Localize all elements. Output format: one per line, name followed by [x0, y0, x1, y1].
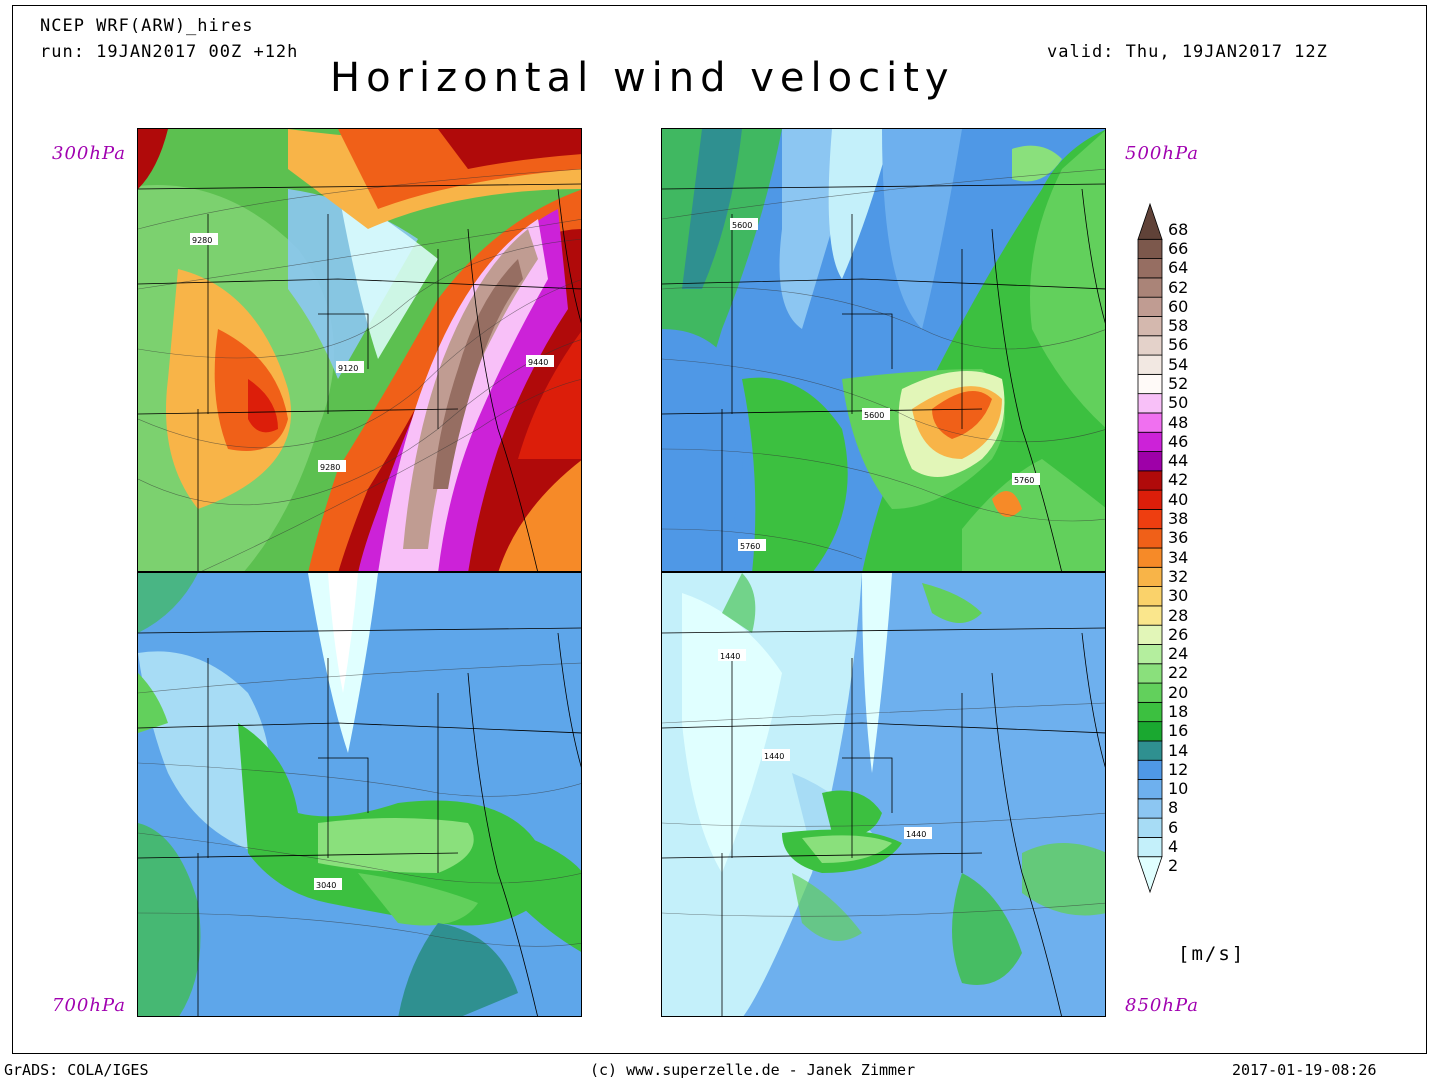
- colorbar-tick-label: 50: [1168, 393, 1189, 413]
- map-title: Horizontal wind velocity: [330, 55, 955, 101]
- colorbar-swatch-32: [1137, 566, 1163, 587]
- panel-700hpa-map: 3040: [137, 572, 582, 1017]
- colorbar-tick-label: 10: [1168, 779, 1189, 799]
- level-label-700: 700hPa: [52, 995, 126, 1016]
- colorbar-tick-label: 8: [1168, 798, 1179, 818]
- model-name: NCEP WRF(ARW)_hires: [40, 16, 254, 36]
- colorbar-swatch-48: [1137, 412, 1163, 433]
- contour-label: 1440: [906, 830, 926, 839]
- level-label-300: 300hPa: [52, 143, 126, 164]
- colorbar-swatch-54: [1137, 354, 1163, 375]
- colorbar-tick-label: 12: [1168, 759, 1189, 779]
- colorbar-swatch-18: [1137, 701, 1163, 723]
- colorbar-tick-label: 62: [1168, 277, 1189, 297]
- colorbar-swatch-26: [1137, 624, 1163, 645]
- colorbar-swatch-40: [1137, 489, 1163, 510]
- colorbar-tick-label: 26: [1168, 624, 1189, 644]
- colorbar-tick-label: 60: [1168, 296, 1189, 316]
- footer-timestamp: 2017-01-19-08:26: [1232, 1061, 1377, 1079]
- colorbar-swatch-4: [1137, 837, 1163, 858]
- colorbar-swatch-14: [1137, 740, 1163, 761]
- valid-time: valid: Thu, 19JAN2017 12Z: [1047, 42, 1328, 62]
- panel-850hpa-map: 1440 1440 1440: [661, 572, 1106, 1017]
- colorbar-tick-label: 44: [1168, 451, 1189, 471]
- contour-label: 5600: [864, 411, 884, 420]
- colorbar-tick-label: 52: [1168, 374, 1189, 393]
- contour-label: 3040: [316, 881, 336, 890]
- colorbar-tick-label: 58: [1168, 316, 1189, 336]
- colorbar-swatch-68: [1137, 202, 1163, 240]
- colorbar-swatch-62: [1137, 277, 1163, 298]
- colorbar-swatch-42: [1137, 470, 1163, 491]
- run-time: run: 19JAN2017 00Z +12h: [40, 42, 299, 62]
- colorbar-tick-label: 24: [1168, 644, 1189, 664]
- colorbar-swatch-22: [1137, 663, 1163, 684]
- colorbar-tick-label: 2: [1168, 856, 1179, 876]
- contour-label: 9120: [338, 364, 358, 373]
- colorbar-tick-label: 40: [1168, 489, 1189, 509]
- colorbar-swatch-20: [1137, 682, 1163, 703]
- colorbar-swatch-56: [1137, 335, 1163, 356]
- colorbar-swatch-12: [1137, 759, 1163, 780]
- colorbar-tick-label: 30: [1168, 586, 1189, 606]
- colorbar-swatch-2: [1137, 856, 1163, 894]
- colorbar-swatch-8: [1137, 798, 1163, 819]
- colorbar-swatch-44: [1137, 451, 1163, 472]
- contour-label: 9440: [528, 358, 548, 367]
- colorbar-swatch-16: [1137, 721, 1163, 742]
- contour-label: 1440: [764, 752, 784, 761]
- colorbar-swatch-58: [1137, 316, 1163, 337]
- contour-label: 1440: [720, 652, 740, 661]
- colorbar-tick-label: 16: [1168, 721, 1189, 741]
- colorbar-swatch-28: [1137, 605, 1163, 626]
- contour-label: 5600: [732, 221, 752, 230]
- colorbar-tick-label: 22: [1168, 663, 1189, 683]
- footer-left: GrADS: COLA/IGES: [4, 1061, 149, 1079]
- colorbar-swatch-24: [1137, 644, 1163, 665]
- colorbar-swatch-66: [1137, 238, 1163, 259]
- figure-frame: [12, 5, 1427, 1054]
- colorbar-tick-label: 54: [1168, 354, 1189, 374]
- colorbar-tick-label: 28: [1168, 605, 1189, 625]
- colorbar: [1137, 202, 1163, 894]
- contour-label: 9280: [320, 463, 340, 472]
- colorbar-tick-label: 36: [1168, 528, 1189, 548]
- colorbar-tick-label: 56: [1168, 335, 1189, 355]
- colorbar-swatch-6: [1137, 817, 1163, 838]
- colorbar-tick-label: 4: [1168, 837, 1179, 857]
- colorbar-swatch-50: [1137, 393, 1163, 414]
- colorbar-tick-label: 38: [1168, 509, 1189, 529]
- colorbar-swatch-52: [1137, 373, 1163, 395]
- colorbar-tick-label: 68: [1168, 219, 1189, 239]
- colorbar-tick-label: 32: [1168, 566, 1189, 586]
- contour-label: 9280: [192, 236, 212, 245]
- colorbar-tick-label: 20: [1168, 682, 1189, 702]
- colorbar-swatch-64: [1137, 258, 1163, 279]
- colorbar-swatch-34: [1137, 547, 1163, 568]
- colorbar-swatch-36: [1137, 528, 1163, 549]
- colorbar-swatch-10: [1137, 779, 1163, 800]
- footer-credit: (c) www.superzelle.de - Janek Zimmer: [590, 1061, 916, 1079]
- colorbar-swatch-38: [1137, 509, 1163, 530]
- panel-500hpa-map: 5600 5600 5760 5760: [661, 128, 1106, 572]
- colorbar-tick-label: 46: [1168, 431, 1189, 451]
- colorbar-tick-label: 48: [1168, 412, 1189, 432]
- panel-300hpa-map: 9280 9120 9440 9280: [137, 128, 582, 572]
- level-label-850: 850hPa: [1125, 995, 1199, 1016]
- unit-label: [m/s]: [1178, 943, 1246, 965]
- colorbar-swatch-30: [1137, 586, 1163, 607]
- colorbar-tick-label: 42: [1168, 470, 1189, 490]
- contour-label: 5760: [1014, 476, 1034, 485]
- level-label-500: 500hPa: [1125, 143, 1199, 164]
- colorbar-tick-label: 66: [1168, 238, 1189, 258]
- colorbar-tick-label: 64: [1168, 258, 1189, 278]
- colorbar-swatch-46: [1137, 431, 1163, 452]
- colorbar-tick-label: 6: [1168, 817, 1179, 837]
- colorbar-tick-label: 14: [1168, 740, 1189, 760]
- colorbar-swatch-60: [1137, 296, 1163, 317]
- colorbar-tick-label: 18: [1168, 702, 1189, 721]
- contour-label: 5760: [740, 542, 760, 551]
- colorbar-tick-label: 34: [1168, 547, 1189, 567]
